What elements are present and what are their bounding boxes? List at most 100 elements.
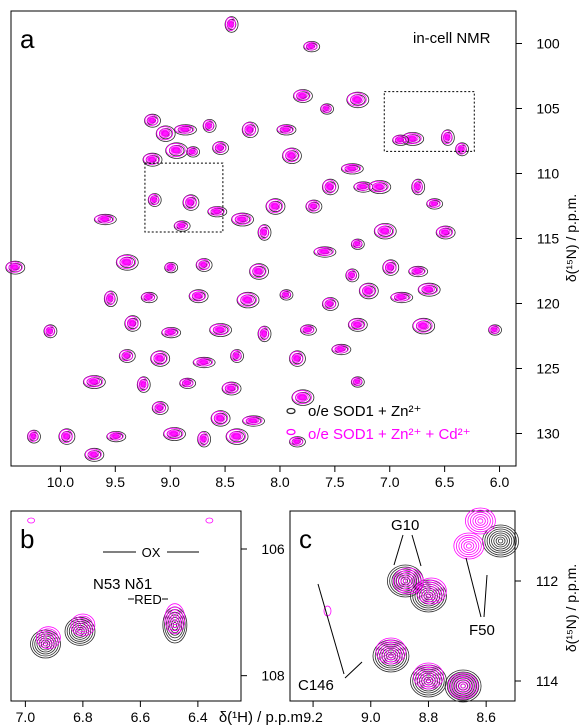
peak-magenta xyxy=(415,577,447,605)
x-tick-label: 7.0 xyxy=(380,474,400,490)
y-tick-label: 115 xyxy=(537,231,560,247)
zoom-box xyxy=(144,162,224,233)
peak-magenta xyxy=(413,662,444,690)
x-tick-label: 6.5 xyxy=(435,474,455,490)
peak-magenta xyxy=(207,206,225,216)
x-tick-label: 6.8 xyxy=(73,709,93,725)
y-tick-label: 110 xyxy=(537,166,560,182)
panel-a-x-ticks: 10.0 9.5 9.0 8.5 8.0 7.5 7.0 6.5 6.0 xyxy=(47,466,510,490)
x-tick-label: 9.2 xyxy=(303,709,323,725)
peak-magenta xyxy=(351,239,363,249)
x-tick-label: 9.5 xyxy=(106,474,126,490)
peak-magenta xyxy=(44,325,55,337)
peak-magenta xyxy=(447,672,479,700)
peak-magenta xyxy=(258,224,269,239)
ox-peak xyxy=(205,517,214,524)
x-tick-label: 9.0 xyxy=(361,709,381,725)
peak-magenta xyxy=(345,269,357,281)
y-tick-label: 106 xyxy=(261,541,285,557)
peak-black xyxy=(444,669,482,703)
ox-annotation: OX xyxy=(103,545,199,560)
red-label: RED xyxy=(134,592,161,607)
x-tick-label: 7.0 xyxy=(16,709,36,725)
peak-magenta xyxy=(242,122,257,137)
peak-magenta xyxy=(231,213,252,225)
peak-magenta xyxy=(137,377,149,392)
peak-magenta xyxy=(346,92,367,107)
panel-b-x-ticks: 7.0 6.8 6.6 6.4 xyxy=(16,701,208,725)
peak-magenta xyxy=(148,193,160,206)
panel-c-x-ticks: 9.2 9.0 8.8 8.6 xyxy=(303,701,496,725)
peak-magenta xyxy=(237,292,257,307)
peak-magenta xyxy=(313,247,334,256)
peak-magenta xyxy=(164,262,176,272)
peak-magenta xyxy=(212,141,227,154)
peak-magenta xyxy=(141,292,156,302)
peak-magenta xyxy=(249,263,267,278)
peak-magenta xyxy=(464,507,496,535)
y-tick-label: 105 xyxy=(536,101,560,117)
x-tick-label: 8.8 xyxy=(419,709,439,725)
peak-magenta xyxy=(282,148,300,163)
n53-label: N53 Nδ1 xyxy=(93,576,152,593)
y-tick-label: 100 xyxy=(536,36,560,52)
peak-magenta xyxy=(306,200,320,212)
peak-magenta xyxy=(119,349,134,362)
x-tick-label: 6.0 xyxy=(490,474,510,490)
peak-magenta xyxy=(374,223,395,238)
peak-magenta xyxy=(322,179,337,194)
peak-magenta xyxy=(143,153,160,165)
peak-magenta xyxy=(408,266,426,276)
legend-magenta-symbol xyxy=(286,428,296,436)
peak-magenta xyxy=(124,315,139,330)
y-tick-label: 125 xyxy=(536,361,560,377)
f50-label: F50 xyxy=(469,622,495,639)
peak-magenta xyxy=(242,416,263,425)
y-tick-label: 130 xyxy=(536,426,560,442)
y-tick-label: 114 xyxy=(536,673,559,689)
legend-black-symbol xyxy=(286,407,296,415)
peak-magenta xyxy=(411,179,423,194)
y-tick-label: 120 xyxy=(536,296,560,312)
peak-magenta xyxy=(293,89,311,102)
ox-label: OX xyxy=(142,545,161,560)
peak-magenta xyxy=(412,318,433,333)
peak-magenta xyxy=(266,198,283,213)
peak-magenta xyxy=(382,260,397,275)
y-tick-label: 112 xyxy=(536,573,559,589)
panel-c: 9.2 9.0 8.8 8.6 112 114 c G10 F50 C146 δ(¹⁵N… xyxy=(289,507,579,725)
peak-magenta xyxy=(222,382,239,394)
peak-magenta xyxy=(183,195,197,210)
peak-magenta xyxy=(348,318,366,331)
panel-b-letter: b xyxy=(20,524,34,554)
c146-label: C146 xyxy=(298,677,334,694)
peak-magenta xyxy=(441,130,453,145)
peak-magenta xyxy=(426,198,441,208)
peak-magenta xyxy=(144,114,159,126)
peak-magenta xyxy=(418,283,439,295)
peak-magenta xyxy=(165,143,186,158)
x-tick-label: 6.6 xyxy=(131,709,151,725)
peak-magenta xyxy=(436,226,454,238)
peak-magenta xyxy=(5,261,23,273)
panel-a-peaks xyxy=(5,16,502,462)
panel-b-y-ticks: 106 108 xyxy=(241,541,285,684)
peak-magenta xyxy=(116,254,137,269)
x-tick-label: 6.4 xyxy=(188,709,208,725)
peak-magenta xyxy=(226,429,246,444)
peak-magenta xyxy=(156,126,174,141)
peak-magenta xyxy=(150,351,168,366)
x-tick-label: 7.5 xyxy=(325,474,345,490)
peak-magenta xyxy=(453,532,485,560)
peak-magenta xyxy=(58,429,73,444)
peak-magenta xyxy=(289,351,304,366)
x-tick-label: 8.5 xyxy=(215,474,235,490)
panel-a-title: in-cell NMR xyxy=(413,30,491,47)
peak-magenta xyxy=(359,283,377,298)
panel-c-letter: c xyxy=(299,524,312,554)
panel-c-frame xyxy=(289,510,516,702)
peak-magenta xyxy=(84,448,102,461)
peak-magenta xyxy=(392,567,424,595)
peak-magenta xyxy=(163,427,184,440)
